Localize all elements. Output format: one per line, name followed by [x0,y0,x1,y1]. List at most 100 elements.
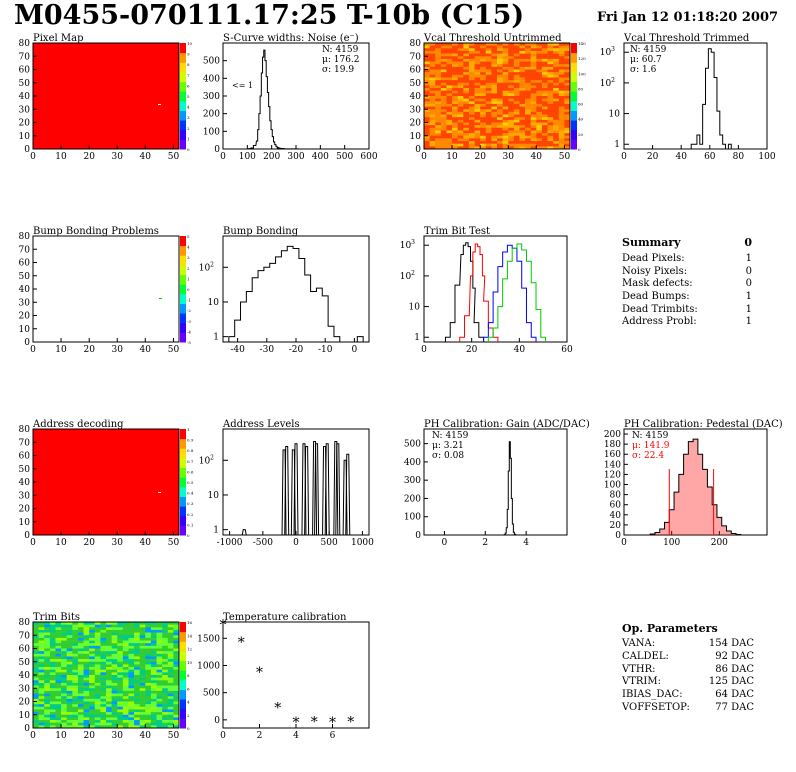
vcal-untrimmed-cell [480,109,487,113]
trim-bits-cell [139,627,146,631]
vcal-untrimmed-cell [457,93,464,97]
vcal-untrimmed-cell [530,82,537,86]
trim-bits-cell [33,624,39,628]
temperature-point: * [256,665,263,681]
trim-bits-cell [44,682,51,686]
vcal-untrimmed-cell [480,119,487,123]
vcal-untrimmed-cell [468,93,475,97]
vcal-untrimmed-zscale-color-bin [571,91,577,102]
vcal-untrimmed-cell [513,50,520,54]
trim-bits-cell [167,680,174,684]
trim-bits-cell [77,667,84,670]
vcal-untrimmed-cell [463,141,470,144]
trim-bits-cell [156,661,163,665]
vcal-untrimmed-cell [513,77,520,81]
trim-bits-cell [38,688,45,692]
trim-bits-cell [106,659,112,663]
vcal-untrimmed-cell [463,111,470,115]
trim-bits-cell [77,675,84,678]
vcal-untrimmed-cell [480,69,487,73]
vcal-untrimmed-cell [446,88,453,91]
trim-bits-cell [111,712,118,716]
trim-bits-cell [128,648,135,652]
trim-bits-cell [38,659,45,663]
trim-bits-cell [61,632,67,636]
vcal-untrimmed-cell [435,64,442,68]
trim-bits-zscale-color-bin [180,660,186,671]
address-decoding-xtick-label: 10 [55,538,67,548]
ph-pedestal-stat: μ: 141.9 [632,441,670,451]
trim-bits-cell [83,627,90,631]
vcal-untrimmed-cell [468,45,475,49]
trim-bits-cell [139,717,146,721]
vcal-untrimmed-cell [440,45,447,49]
trim-bits-cell [66,624,73,628]
vcal-untrimmed-cell [497,133,503,137]
vcal-untrimmed-cell [440,64,447,68]
vcal-untrimmed-cell [547,111,554,115]
trim-bits-cell [122,653,129,657]
vcal-untrimmed-cell [446,53,453,57]
trim-bits-cell [100,688,107,692]
vcal-untrimmed-cell [457,77,464,81]
trim-bits-cell [61,648,67,652]
trim-bits-cell [150,664,157,668]
trim-bits-cell [150,701,157,705]
trim-bits-cell [139,656,146,660]
vcal-untrimmed-cell [429,93,436,97]
trim-bits-cell [77,677,84,681]
trim-bits-cell [49,640,56,644]
trim-bits-cell [134,667,140,670]
vcal-untrimmed-cell [457,66,464,70]
trim-bits-cell [72,651,79,655]
trim-bits-ytick-label: 10 [19,711,31,721]
trim-bits-cell [55,664,62,668]
vcal-untrimmed-cell [452,130,458,134]
trim-bits-cell [128,722,135,726]
vcal-untrimmed-cell [446,103,453,107]
vcal-untrimmed-cell [440,130,447,134]
vcal-untrimmed-cell [474,80,481,84]
vcal-untrimmed-cell [457,45,464,49]
trim-bits-cell [128,709,135,713]
trim-bits-cell [117,653,124,657]
trim-bits-cell [167,622,174,625]
trim-bits-cell [128,635,135,639]
vcal-untrimmed-cell [468,130,475,134]
vcal-untrimmed-cell [508,138,515,142]
vcal-untrimmed-cell [480,50,487,54]
date-label: Fri Jan 12 01:18:20 2007 [597,10,779,25]
trim-bits-cell [89,653,96,657]
vcal-untrimmed-cell [525,127,531,131]
vcal-untrimmed-cell [513,143,520,147]
trim-bits-cell [173,664,180,668]
trim-bits-cell [139,693,146,697]
trim-bits-cell [134,640,140,644]
trim-bits-cell [167,659,174,663]
vcal-untrimmed-cell [485,98,492,102]
trim-bits-cell [77,704,84,708]
vcal-untrimmed-cell [525,106,531,110]
vcal-untrimmed-cell [424,93,430,97]
vcal-untrimmed-cell [536,80,543,84]
address-decoding-zscale-z-label: 0.6 [187,469,194,474]
vcal-untrimmed-cell [530,93,537,97]
vcal-untrimmed-cell [513,45,520,49]
trim-bits-cell [89,648,96,652]
vcal-untrimmed-cell [541,53,548,57]
trim-bits-cell [61,635,67,639]
trim-bits-cell [44,722,51,726]
vcal-untrimmed-cell [468,109,475,113]
trim-bits-cell [100,717,107,721]
trim-bits-cell [134,632,140,636]
trim-bits-cell [49,629,56,633]
vcal-untrimmed-cell [424,90,430,94]
vcal-untrimmed-cell [485,127,492,131]
vcal-untrimmed-cell [463,133,470,137]
vcal-untrimmed-cell [446,119,453,123]
vcal-untrimmed-cell [440,96,447,99]
vcal-untrimmed-cell [547,43,554,46]
trim-bits-cell [167,635,174,639]
trim-bits-cell [173,709,180,713]
vcal-untrimmed-cell [519,77,526,81]
